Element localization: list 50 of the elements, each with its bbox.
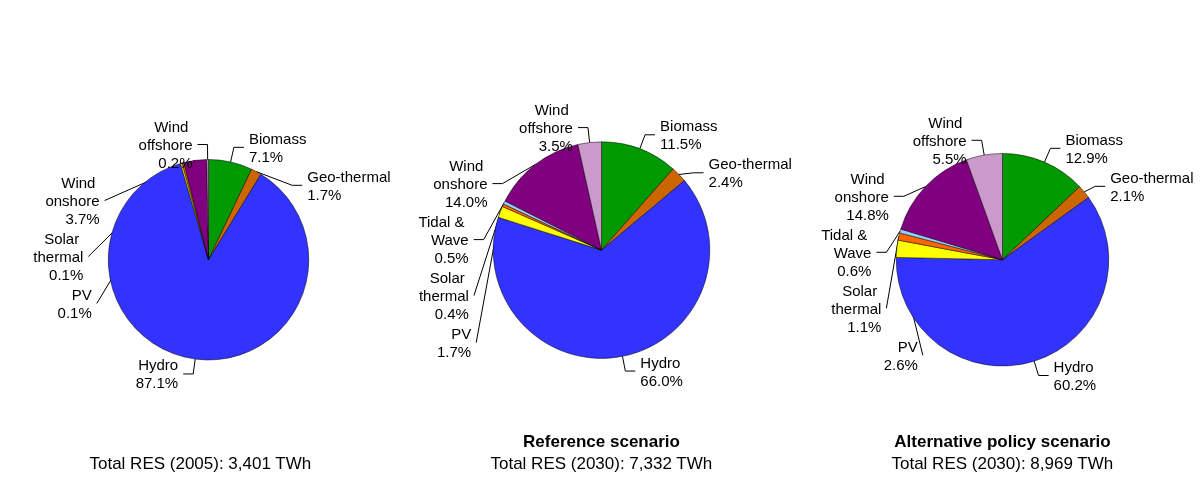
slice-label: Geo-thermal [307, 167, 391, 185]
data-label: 87.1% [135, 374, 179, 392]
slice-label: Wind offshore [138, 117, 193, 153]
text: Total RES (2030): 8,969 TWh [891, 454, 1114, 473]
slice-label: Wind offshore [519, 101, 573, 137]
data-label: 0.1% [49, 265, 84, 283]
slice-label: Biomass [248, 129, 307, 147]
data-label: 2.4% [708, 173, 743, 191]
slice-label: Biomass [660, 117, 718, 135]
slice-label: Wind onshore [433, 157, 488, 193]
slice-label: Wind onshore [45, 173, 100, 209]
slice-label: Solar thermal [33, 229, 84, 265]
slice-label: Hydro [1053, 358, 1094, 376]
data-label: 0.6% [837, 261, 872, 279]
data-label: 3.7% [65, 209, 100, 227]
slice-label: Solar thermal [831, 281, 882, 317]
slice-label: Wind onshore [834, 169, 889, 205]
slice-label: PV [897, 337, 918, 355]
text: Total RES (2030): 7,332 TWh [490, 454, 713, 473]
slice-label: Wind offshore [912, 113, 967, 149]
slice-label: Hydro [138, 356, 179, 374]
data-label: 66.0% [640, 371, 683, 389]
slice-label: Biomass [1065, 130, 1123, 148]
slice-label: Geo-thermal [708, 155, 792, 173]
data-label: 0.1% [57, 303, 92, 321]
slice-label: Tidal & Wave [821, 225, 872, 261]
data-label: 14.0% [444, 193, 488, 211]
slice-label: PV [71, 285, 92, 303]
data-label: 3.5% [538, 137, 573, 155]
data-label: 11.5% [660, 135, 702, 153]
data-label: 5.5% [932, 149, 967, 167]
data-label: 12.9% [1065, 148, 1108, 166]
data-label: 0.4% [434, 305, 469, 323]
data-label: 60.2% [1053, 376, 1097, 394]
data-label: 2.6% [883, 355, 918, 373]
slice-label: Solar thermal [418, 269, 469, 305]
text: Reference scenario [523, 432, 680, 451]
data-label: 0.5% [434, 249, 469, 267]
data-label: 1.1% [847, 317, 882, 335]
slice-label: Hydro [640, 353, 681, 371]
text: Alternative policy scenario [894, 432, 1111, 451]
data-label: 7.1% [248, 147, 284, 165]
slice-label: Geo-thermal [1110, 168, 1194, 186]
data-label: 1.7% [307, 185, 342, 203]
data-label: 2.1% [1110, 186, 1145, 204]
data-label: 14.8% [846, 205, 889, 223]
slice-label: PV [451, 325, 472, 343]
slice-label: Tidal & Wave [418, 213, 469, 249]
text: Total RES (2005): 3,401 TWh [89, 454, 312, 473]
data-label: 1.7% [436, 343, 472, 361]
